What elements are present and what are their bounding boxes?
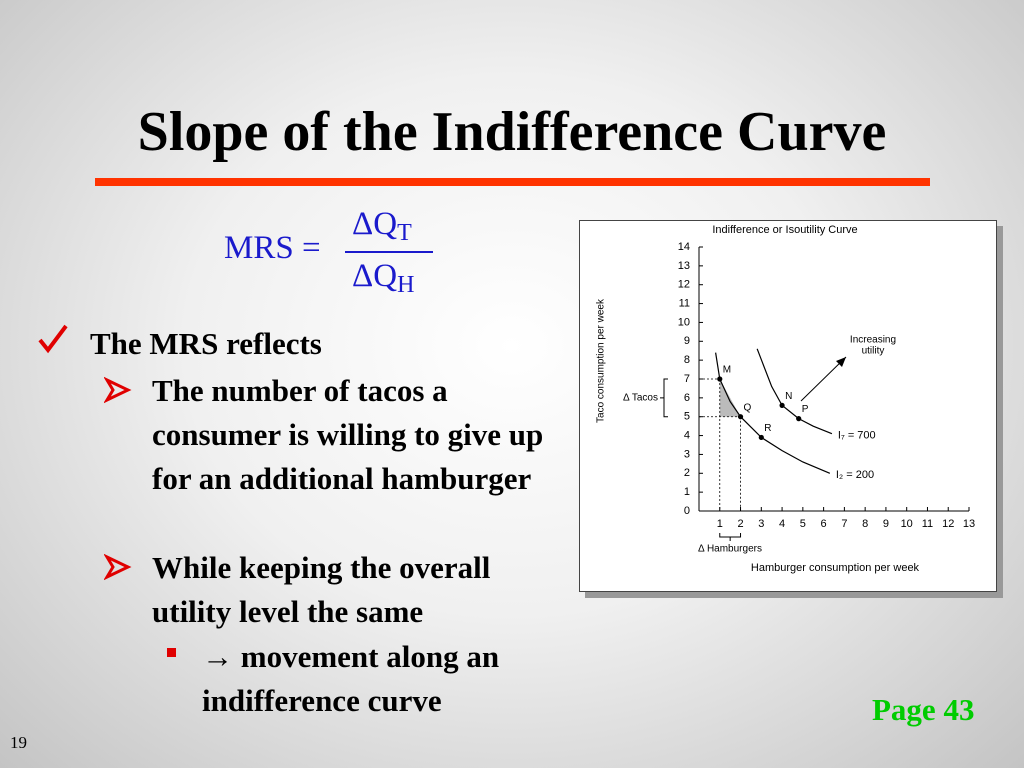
y-tick-label: 4 [684,429,690,441]
arrow-bullet [104,553,132,581]
point-label: N [785,391,792,402]
y-tick-label: 12 [678,279,690,291]
sub-subbullet: → movement along an indifference curve [202,639,500,718]
x-tick-label: 6 [821,518,827,530]
x-tick-label: 3 [758,518,764,530]
y-tick-label: 7 [684,373,690,385]
x-tick-label: 4 [779,518,785,530]
y-tick-label: 14 [678,241,690,253]
bullet: The MRS reflects [90,326,322,361]
curve-label: I₇ = 700 [838,430,876,442]
square-bullet [167,648,176,657]
y-tick-label: 8 [684,354,690,366]
delta-tacos: Δ Tacos [623,392,658,403]
chart: Indifference or Isoutility Curve01234567… [596,224,975,574]
point-label: R [764,423,771,434]
x-tick-label: 1 [717,518,723,530]
point-label: P [802,404,809,415]
chart-title: Indifference or Isoutility Curve [712,224,857,236]
slide-title: Slope of the Indifference Curve [137,101,887,163]
point [758,434,764,441]
check-icon [38,324,68,354]
utility-arrow [800,356,847,402]
arrow-head [836,357,846,367]
x-tick-label: 9 [883,518,889,530]
point-label: Q [744,402,752,413]
y-tick-label: 5 [684,411,690,423]
numerator-sub: T [397,220,412,246]
point [779,402,785,408]
x-tick-label: 12 [942,518,954,530]
subbullet: The number of tacos a consumer is willin… [152,373,544,496]
subbullet: While keeping the overall utility level … [152,550,491,629]
increasing-label: Increasing [850,335,896,346]
title-rule [95,178,930,186]
bracket [660,378,668,418]
y-tick-label: 10 [678,316,690,328]
arrow-bullet [104,376,132,404]
x-tick-label: 7 [841,518,847,530]
y-tick-label: 11 [679,297,690,309]
point-label: M [723,365,731,376]
point [717,376,723,382]
x-axis-title: Hamburger consumption per week [751,562,920,574]
y-tick-label: 2 [684,467,690,479]
point [737,414,744,420]
y-axis-title: Taco consumption per week [596,298,607,423]
chart-box: Indifference or Isoutility Curve 0 1 2 3 4 5 6 7… [579,220,997,592]
y-tick-label: 6 [684,392,690,404]
curve [756,348,833,435]
x-tick-label: 11 [922,518,933,530]
x-tick-label: 8 [862,518,868,530]
denominator-text: ΔQ [352,258,398,294]
y-tick-label: 9 [684,335,690,347]
x-tick-label: 5 [800,518,806,530]
bracket [719,533,742,541]
formula-denominator: ΔQH [352,258,414,299]
delta-hamburgers: Δ Hamburgers [698,544,762,555]
x-tick-label: 2 [737,518,743,530]
curve-label: I₂ = 200 [836,469,874,481]
increasing-label: utility [862,346,885,357]
y-tick-label: 13 [678,260,690,272]
formula-numerator: ΔQT [352,206,412,247]
numerator-text: ΔQ [352,206,398,242]
point [796,416,802,422]
y-tick-label: 3 [684,448,690,460]
slide-number: 19 [10,733,27,752]
y-tick-label: 1 [684,486,690,498]
denominator-sub: H [397,272,415,298]
y-tick-label: 0 [684,505,690,517]
x-tick-label: 13 [963,518,975,530]
page-ref: Page 43 [872,692,975,727]
fraction-bar [345,251,433,253]
formula-lhs: MRS = [224,230,321,266]
curve [715,352,831,474]
x-tick-label: 10 [901,518,913,530]
